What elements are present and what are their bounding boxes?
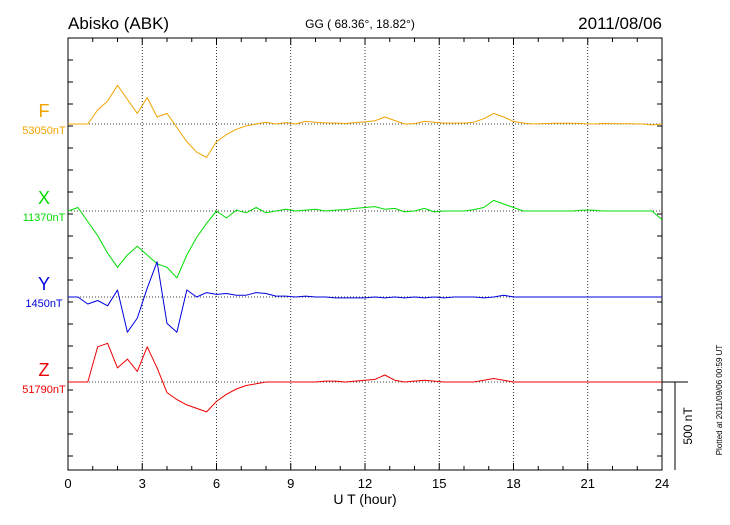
series-label-y: Y: [38, 274, 50, 294]
series-label-x: X: [38, 188, 50, 208]
x-tick-label: 21: [581, 476, 595, 491]
x-tick-label: 6: [213, 476, 220, 491]
series-line-y: [68, 261, 662, 333]
plotted-at-note: Plotted at 2011/09/06 00:59 UT: [715, 345, 724, 456]
x-tick-label: 24: [655, 476, 669, 491]
axis-ticks: 0 3 6 9 12 15 18 21 24: [64, 38, 669, 491]
scale-bar: 500 nT: [662, 381, 695, 470]
coordinates-label: GG ( 68.36°, 18.82°): [305, 17, 415, 31]
series-group: F 53050nT X 11370nT Y 1450nT Z 51790nT: [22, 84, 663, 413]
x-tick-label: 3: [139, 476, 146, 491]
scale-bar-label: 500 nT: [681, 407, 695, 445]
series-label-z: Z: [39, 360, 50, 380]
series-line-z: [68, 342, 662, 413]
series-baseline-z: 51790nT: [22, 384, 66, 396]
x-tick-label: 15: [432, 476, 446, 491]
series-baseline-y: 1450nT: [25, 298, 63, 310]
series-baseline-x: 11370nT: [23, 212, 66, 224]
station-title: Abisko (ABK): [68, 14, 169, 33]
x-axis-label: U T (hour): [333, 491, 396, 507]
series-line-x: [67, 199, 663, 279]
series-label-f: F: [39, 101, 50, 121]
grid: [68, 38, 662, 470]
x-tick-label: 0: [64, 476, 71, 491]
series-line-f: [68, 84, 663, 158]
date-label: 2011/08/06: [578, 14, 662, 33]
x-tick-label: 9: [287, 476, 294, 491]
x-tick-label: 12: [358, 476, 372, 491]
x-tick-label: 18: [506, 476, 520, 491]
series-baseline-f: 53050nT: [22, 125, 66, 137]
